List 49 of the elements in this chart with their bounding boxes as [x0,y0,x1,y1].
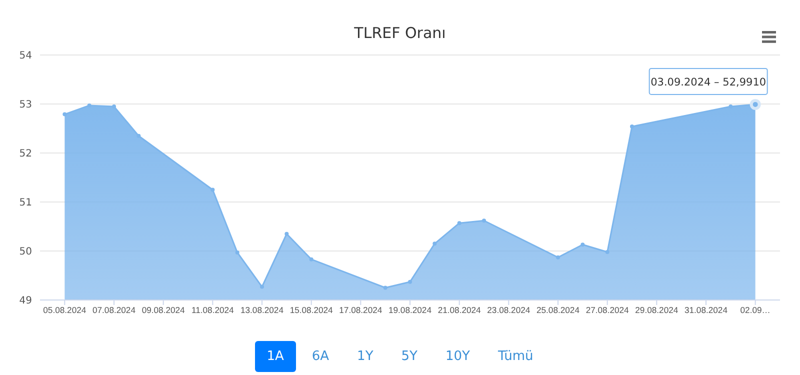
x-tick-label: 17.08.2024 [339,305,382,316]
chart-title: TLREF Oranı [353,24,447,42]
x-tick-label: 05.08.2024 [43,305,86,316]
text: 6A [310,348,330,366]
point [235,250,240,254]
point [580,242,585,247]
x-tick-label: 07.08.2024 [92,305,136,316]
point [432,242,437,246]
point [408,280,412,284]
x-tick-label: 02.09… [740,305,770,316]
x-tick-label: 15.08.2024 [290,305,334,316]
y-tick-label: 52 [19,148,32,160]
x-tick-label: 27.08.2024 [586,305,630,316]
point [556,255,560,260]
point [605,250,610,254]
text: 1Y [356,348,374,366]
point [87,103,92,108]
point [630,124,634,129]
x-tick-label: 21.08.2024 [438,305,482,316]
point [457,221,462,226]
point [482,218,486,223]
y-tick-label: 54 [19,50,32,62]
text: 10Y [444,348,471,366]
point [112,104,116,108]
point [260,284,264,289]
text: 1A [254,341,296,372]
x-tick-label: 19.08.2024 [388,305,432,316]
annotation: 03.09.2024 – 52,9910 [650,76,766,88]
y-tick-label: 53 [19,100,32,111]
x-tick-label: 23.08.2024 [487,305,530,316]
x-tick-label: 31.08.2024 [684,305,728,316]
y-tick-label: 49 [19,296,32,307]
y-tick-label: 50 [19,246,32,258]
point [284,232,289,236]
point [728,104,733,108]
point [62,112,67,116]
x-tick-label: 29.08.2024 [635,305,678,316]
text: 5Y [400,348,418,366]
text: Tümü [496,348,534,366]
x-tick-label: 09.08.2024 [142,305,186,316]
point [136,134,141,138]
point [210,188,215,192]
x-tick-label: 25.08.2024 [536,305,580,316]
point [309,257,314,262]
x-tick-label: 11.08.2024 [191,305,234,316]
point [383,286,388,290]
tooltip-box: 03.09.2024 – 52,9910 [648,68,768,95]
y-tick-label: 51 [19,198,32,209]
x-tick-label: 13.08.2024 [240,305,284,316]
